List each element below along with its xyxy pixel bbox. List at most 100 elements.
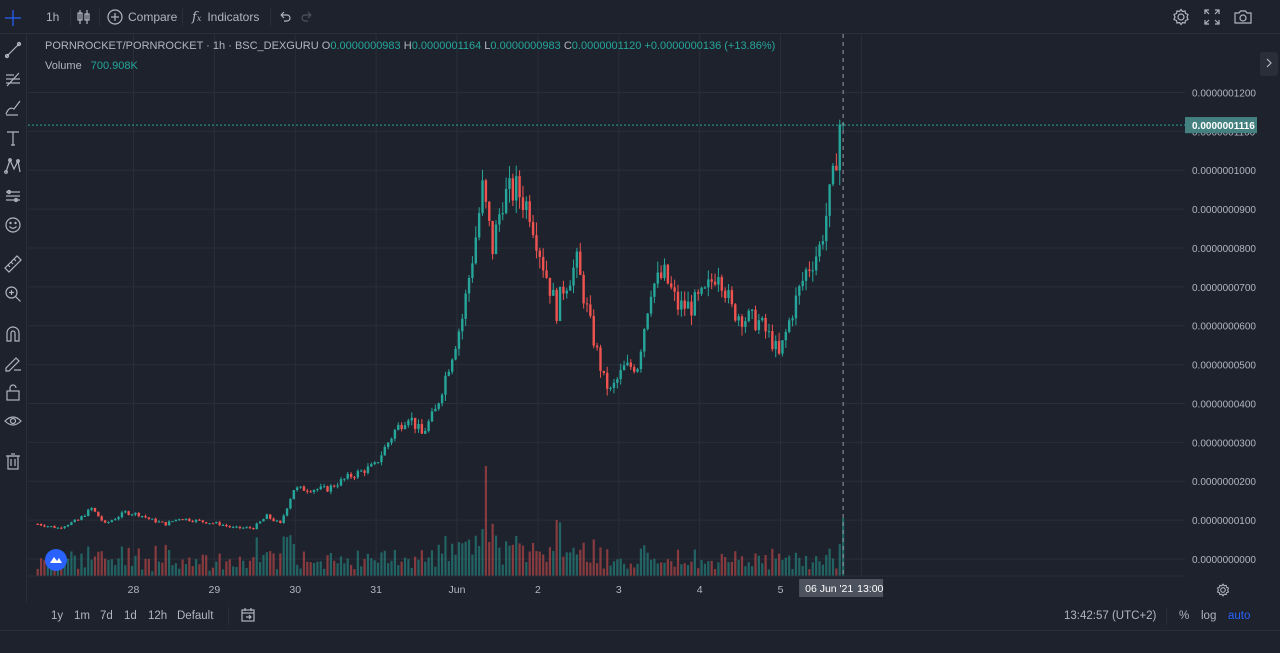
ruler-tool[interactable] [3,254,23,275]
volume-bar [83,567,86,576]
zoom-tool[interactable] [3,285,23,305]
candle-body [498,214,501,225]
collapse-panel-button[interactable] [1260,52,1278,76]
volume-bar [46,565,49,576]
volume-bar [784,557,787,576]
candle-body [130,514,134,516]
crosshair-tool[interactable] [3,9,23,29]
candles-style-button[interactable] [76,0,92,34]
candle-body [174,519,178,522]
candle-body [225,524,228,527]
candle-body [380,455,383,463]
volume-bar [720,553,723,576]
change-value: +0.0000000136 (+13.86%) [644,40,776,52]
candle-body [167,521,171,526]
volume-bar [343,563,346,576]
log-toggle[interactable]: log [1201,602,1216,630]
candle-body [43,525,46,527]
emoji-tool[interactable] [3,216,23,236]
settings-button[interactable] [1172,0,1190,34]
candle-body [356,471,360,478]
indicators-button[interactable]: fx Indicators [192,0,259,34]
volume-bar [103,558,107,576]
trendline-tool[interactable] [3,41,23,61]
prediction-icon [4,187,22,208]
clock[interactable]: 13:42:57 (UTC+2) [1064,602,1156,630]
volume-bar [555,519,558,576]
volume-bar [811,562,814,576]
candle-body [124,511,127,513]
snapshot-button[interactable] [1234,0,1252,34]
candle-body [740,316,744,327]
volume-bar [740,556,744,576]
compare-button[interactable]: Compare [107,0,177,34]
volume-bar [754,553,757,576]
range-12h[interactable]: 12h [148,602,167,630]
candle-body [737,316,740,321]
volume-bar [491,523,494,576]
candle-body [407,420,410,426]
time-tick-label: 29 [209,584,221,596]
logo-badge[interactable] [45,549,67,571]
percent-toggle[interactable]: % [1179,602,1189,630]
range-1m[interactable]: 1m [74,602,90,630]
candle-body [477,213,481,238]
candle-body [515,176,518,201]
volume-bar [161,562,164,576]
range-label: 1m [74,610,90,622]
volume-bar [407,559,410,576]
undo-button[interactable] [278,0,292,34]
volume-bar [444,536,447,576]
pattern-tool[interactable] [3,157,23,177]
volume-bar [592,539,595,576]
volume-bar [764,555,767,576]
price-chart[interactable]: 0.00000012000.00000011000.00000010000.00… [28,34,1280,602]
candle-body [663,264,666,279]
redo-button[interactable] [300,0,314,34]
toolbar-divider [1166,607,1167,625]
range-label: 7d [100,610,113,622]
candle-body [410,417,413,421]
candle-body [750,309,754,311]
volume-bar [292,544,295,576]
volume-bar [686,565,690,576]
candle-body [221,524,225,526]
auto-toggle[interactable]: auto [1228,602,1250,630]
candle-body [525,201,528,211]
magnet-tool[interactable] [3,325,23,345]
volume-bar [211,567,215,576]
unlock-tool[interactable] [3,383,23,403]
candle-body [100,516,103,521]
volume-bar [777,553,781,576]
candle-body [602,370,606,373]
candle-body [53,526,56,529]
range-1y[interactable]: 1y [51,602,63,630]
volume-bar [649,559,653,576]
hide-drawings-tool[interactable] [3,412,23,432]
brush-tool[interactable] [3,99,23,119]
text-tool[interactable] [3,129,23,149]
remove-drawings-tool[interactable] [3,452,23,472]
prediction-tool[interactable] [3,187,23,207]
volume-bar [703,563,707,576]
candle-body [353,477,356,479]
lock-drawing-tool[interactable] [3,354,23,374]
candle-body [403,425,407,430]
volume-bar [622,563,626,576]
volume-bar [269,551,272,576]
interval-button[interactable]: 1h [46,0,59,34]
chart-settings-button[interactable] [1214,582,1232,600]
range-1d[interactable]: 1d [124,602,137,630]
candle-body [316,489,319,491]
fullscreen-button[interactable] [1204,0,1220,34]
range-default[interactable]: Default [177,602,213,630]
candle-body [238,526,242,529]
price-axis[interactable]: 0.00000012000.00000011000.00000010000.00… [1185,34,1280,576]
open-value: 0.0000000983 [330,40,401,52]
fib-tool[interactable] [3,70,23,90]
volume-bar [562,556,565,576]
range-7d[interactable]: 7d [100,602,113,630]
candle-body [488,201,491,221]
goto-date-button[interactable] [240,602,256,630]
